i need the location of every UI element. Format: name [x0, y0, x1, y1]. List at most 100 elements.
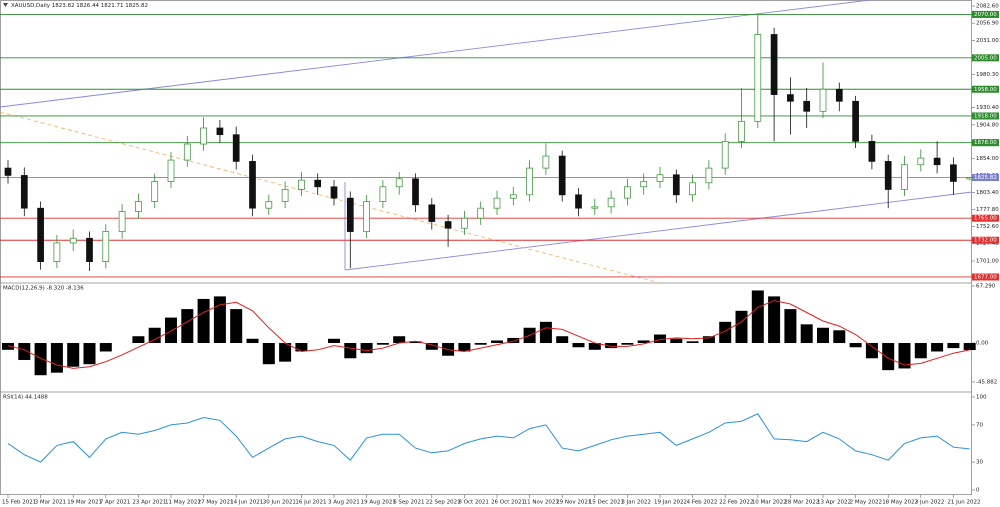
candle-body: [493, 197, 501, 209]
candle-body: [37, 207, 44, 262]
level-tag-label: 1918.00: [974, 113, 997, 119]
level-tag: [972, 273, 999, 281]
level-tag-label: 1958.00: [974, 87, 997, 93]
x-tick-label: 23 Apr 2021: [132, 500, 166, 506]
candle-body: [151, 181, 159, 202]
macd-bar: [768, 296, 781, 344]
x-tick-label: 22 Sep 2021: [426, 500, 461, 506]
candle-body: [183, 143, 191, 161]
y-tick-label: 1930.40: [976, 105, 999, 111]
y-tick-label: 1904.80: [976, 122, 999, 128]
candle-body: [53, 242, 61, 262]
candle-body: [852, 100, 859, 142]
candle-body: [135, 201, 142, 212]
candle-body: [640, 181, 648, 188]
candle-body: [102, 231, 110, 262]
macd-bar: [702, 336, 715, 344]
candle-body: [966, 177, 974, 180]
level-tag: [972, 85, 999, 93]
level-tag: [972, 214, 999, 222]
x-tick-label: 19 Jan 2022: [654, 500, 687, 506]
candle-body: [917, 157, 925, 166]
macd-bar: [344, 343, 357, 359]
macd-bar: [865, 343, 878, 359]
level-tag: [972, 139, 999, 147]
y-tick-label: 30: [976, 460, 983, 466]
trend-line: [0, 111, 661, 284]
macd-bar: [605, 343, 618, 349]
x-tick-label: 10 Mar 2022: [752, 500, 787, 506]
macd-bar: [947, 343, 960, 349]
x-tick-label: 3 Jan 2022: [621, 500, 650, 506]
macd-bar: [637, 340, 650, 344]
y-tick-label: 1854.00: [976, 156, 999, 162]
x-tick-label: 8 Oct 2021: [458, 500, 489, 506]
candle-body: [933, 157, 941, 166]
y-tick-label: 1727.40: [976, 241, 999, 247]
candle-body: [950, 164, 957, 182]
y-tick-label: 0.00: [976, 341, 989, 347]
candle-body: [705, 167, 713, 184]
level-tag-label: 1765.00: [974, 216, 997, 222]
candle-body: [232, 134, 240, 162]
y-tick-label: 1980.30: [976, 72, 999, 78]
candle-body: [721, 141, 729, 169]
macd-bar: [800, 324, 813, 344]
x-tick-label: 28 Mar 2022: [784, 500, 819, 506]
y-tick-label: 1701.00: [976, 258, 999, 264]
x-tick-label: 3 Mar 2021: [35, 500, 66, 506]
macd-bar: [197, 298, 210, 344]
candle-body: [477, 207, 485, 219]
x-tick-label: 15 Feb 2021: [2, 500, 36, 506]
x-tick-label: 19 Aug 2021: [361, 500, 396, 506]
macd-bar: [931, 343, 944, 352]
macd-bar: [474, 343, 487, 345]
macd-bar: [376, 343, 389, 345]
candle-body: [591, 206, 599, 209]
candle-body: [298, 179, 305, 190]
candle-body: [509, 194, 517, 199]
macd-bar: [817, 327, 829, 344]
macd-bar: [132, 336, 145, 344]
candle-body: [558, 155, 566, 196]
candle-body: [787, 94, 794, 102]
macd-bar: [213, 296, 226, 344]
x-tick-label: 18 May 2022: [882, 500, 918, 506]
y-tick-label: 1777.80: [976, 207, 999, 213]
x-tick-label: 3 Aug 2021: [328, 500, 360, 506]
candle-body: [444, 221, 452, 229]
macd-bar: [654, 334, 666, 344]
x-tick-label: 14 Jun 2021: [230, 500, 263, 506]
candle-body: [412, 178, 419, 206]
x-tick-label: 11 May 2021: [165, 500, 201, 506]
last-high: 1826.44: [76, 3, 99, 9]
macd-bar: [507, 337, 520, 344]
menu-triangle[interactable]: [3, 3, 8, 7]
candle-body: [575, 194, 582, 209]
macd-bar: [67, 343, 80, 367]
x-tick-label: 11 Nov 2021: [524, 500, 559, 506]
macd-bar: [458, 343, 471, 352]
macd-title: MACD(12,26,9) -8.320 -8.136: [3, 286, 84, 292]
candle-body: [20, 175, 28, 209]
y-tick-label: 2031.00: [976, 38, 999, 44]
macd-bar: [539, 321, 552, 344]
candle-body: [819, 88, 827, 112]
macd-bar: [246, 338, 259, 344]
y-tick-label: 2056.90: [976, 21, 999, 27]
macd-bar: [882, 343, 895, 371]
level-tag-label: 1732.00: [974, 238, 997, 244]
y-tick-label: 100: [976, 395, 987, 401]
candle-body: [395, 178, 403, 188]
candle-body: [200, 127, 207, 145]
macd-bar: [328, 338, 340, 344]
macd-bar: [719, 321, 732, 344]
x-tick-label: 27 May 2021: [198, 500, 234, 506]
candle-body: [4, 167, 12, 176]
y-tick-label: 2082.60: [976, 4, 999, 10]
x-tick-label: 22 Feb 2022: [719, 500, 753, 506]
level-tag-label: 1878.00: [974, 140, 997, 146]
macd-bar: [849, 343, 862, 348]
candle-body: [884, 161, 892, 190]
